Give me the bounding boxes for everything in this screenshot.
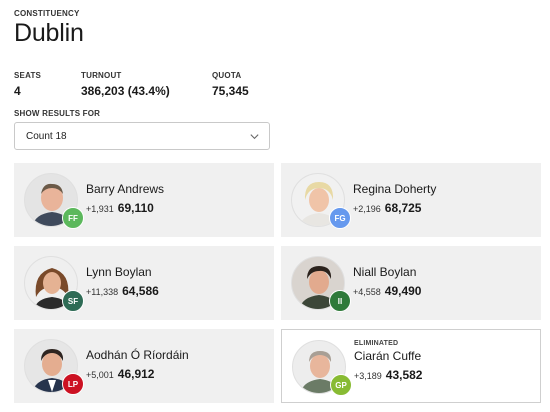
candidate-card[interactable]: FF Barry Andrews +1,931 69,110 [14, 163, 274, 237]
chevron-down-icon [250, 134, 259, 140]
party-badge: FG [329, 207, 351, 229]
vote-total: 46,912 [117, 367, 155, 381]
candidate-card[interactable]: SF Lynn Boylan +11,338 64,586 [14, 246, 274, 320]
avatar-wrap: FG [291, 173, 351, 229]
avatar-wrap: SF [24, 256, 84, 312]
candidate-votes: +2,196 68,725 [353, 199, 421, 217]
show-results-label: SHOW RESULTS FOR [14, 109, 101, 118]
eliminated-label: ELIMINATED [354, 340, 399, 347]
candidate-card[interactable]: FG Regina Doherty +2,196 68,725 [281, 163, 541, 237]
stat-turnout: TURNOUT 386,203 (43.4%) [81, 71, 170, 98]
vote-total: 68,725 [384, 201, 422, 215]
candidate-info: Aodhán Ó Ríordáin +5,001 46,912 [86, 329, 266, 403]
vote-change: +1,931 [86, 204, 114, 214]
vote-change: +5,001 [86, 370, 114, 380]
avatar-wrap: FF [24, 173, 84, 229]
vote-change: +4,558 [353, 287, 381, 297]
avatar-wrap: II [291, 256, 351, 312]
vote-total: 69,110 [117, 201, 154, 215]
candidate-votes: +3,189 43,582 [354, 366, 422, 384]
candidate-votes: +5,001 46,912 [86, 365, 154, 383]
avatar-wrap: LP [24, 339, 84, 395]
candidate-name: Lynn Boylan [86, 265, 152, 279]
seats-value: 4 [14, 84, 21, 98]
candidate-card-eliminated[interactable]: GP ELIMINATED Ciarán Cuffe +3,189 43,582 [281, 329, 541, 403]
candidate-name: Niall Boylan [353, 265, 417, 279]
candidate-info: Lynn Boylan +11,338 64,586 [86, 246, 266, 320]
stat-quota: QUOTA 75,345 [212, 71, 249, 98]
candidate-votes: +1,931 69,110 [86, 199, 154, 217]
avatar [24, 173, 78, 227]
person-photo-icon [292, 257, 344, 309]
candidate-votes: +4,558 49,490 [353, 282, 421, 300]
constituency-header: CONSTITUENCY Dublin [14, 9, 84, 48]
avatar-wrap: GP [292, 340, 352, 396]
person-photo-icon [25, 174, 77, 226]
party-badge: LP [62, 373, 84, 395]
constituency-name: Dublin [14, 19, 84, 47]
party-badge: SF [62, 290, 84, 312]
candidate-info: Barry Andrews +1,931 69,110 [86, 163, 266, 237]
avatar [24, 339, 78, 393]
candidate-name: Regina Doherty [353, 182, 437, 196]
vote-total: 43,582 [385, 368, 423, 382]
quota-label: QUOTA [212, 71, 242, 80]
candidate-info: Regina Doherty +2,196 68,725 [353, 163, 533, 237]
stats-row: SEATS 4 TURNOUT 386,203 (43.4%) QUOTA 75… [14, 71, 414, 101]
vote-change: +3,189 [354, 371, 382, 381]
count-select-value: Count 18 [26, 131, 67, 142]
constituency-label: CONSTITUENCY [14, 9, 80, 18]
vote-change: +2,196 [353, 204, 381, 214]
vote-total: 49,490 [384, 284, 422, 298]
avatar [291, 173, 345, 227]
avatar [24, 256, 78, 310]
turnout-label: TURNOUT [81, 71, 122, 80]
turnout-value: 386,203 (43.4%) [81, 84, 170, 98]
person-photo-icon [25, 257, 77, 309]
person-photo-icon [292, 174, 344, 226]
candidate-votes: +11,338 64,586 [86, 282, 159, 300]
candidate-name: Aodhán Ó Ríordáin [86, 348, 189, 362]
person-photo-icon [25, 340, 77, 392]
candidate-name: Barry Andrews [86, 182, 165, 196]
party-badge: FF [62, 207, 84, 229]
candidate-info: ELIMINATED Ciarán Cuffe +3,189 43,582 [354, 330, 534, 404]
seats-label: SEATS [14, 71, 42, 80]
candidate-card[interactable]: II Niall Boylan +4,558 49,490 [281, 246, 541, 320]
avatar [292, 340, 346, 394]
stat-seats: SEATS 4 [14, 71, 41, 98]
candidate-name: Ciarán Cuffe [354, 349, 422, 363]
count-select[interactable]: Count 18 [14, 122, 270, 150]
candidate-info: Niall Boylan +4,558 49,490 [353, 246, 533, 320]
vote-change: +11,338 [86, 287, 119, 297]
party-badge: GP [330, 374, 352, 396]
party-badge: II [329, 290, 351, 312]
candidate-card[interactable]: LP Aodhán Ó Ríordáin +5,001 46,912 [14, 329, 274, 403]
vote-total: 64,586 [122, 284, 159, 298]
quota-value: 75,345 [212, 84, 249, 98]
